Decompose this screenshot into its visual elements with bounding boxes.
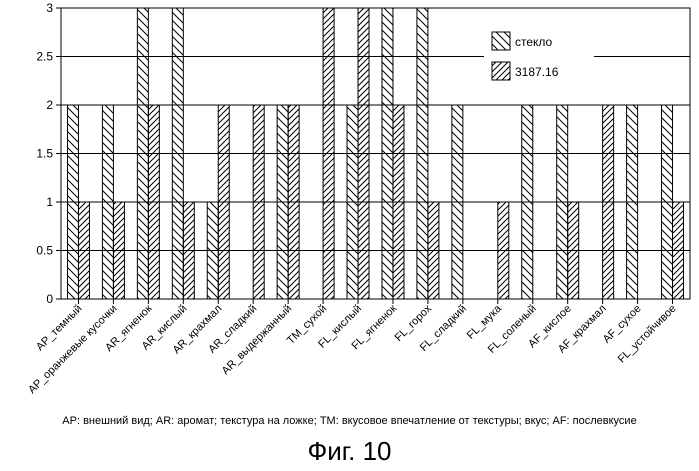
- bar-steklo-6: [277, 105, 288, 299]
- bar-series2-14: [568, 202, 579, 299]
- bar-series2-6: [288, 105, 299, 299]
- bar-series2-9: [393, 105, 404, 299]
- bar-steklo-13: [522, 105, 533, 299]
- bar-series2-3: [183, 202, 194, 299]
- y-tick-label: 2.5: [36, 50, 53, 64]
- bar-series2-10: [428, 202, 439, 299]
- bar-steklo-0: [67, 105, 78, 299]
- bar-series2-12: [498, 202, 509, 299]
- bar-series2-5: [253, 105, 264, 299]
- legend-swatch: [492, 32, 510, 50]
- y-tick-label: 0.5: [36, 244, 53, 258]
- chart-caption: AP: внешний вид; AR: аромат; текстура на…: [0, 415, 699, 427]
- y-tick-label: 3: [46, 1, 53, 15]
- bar-steklo-10: [417, 8, 428, 299]
- bar-steklo-1: [102, 105, 113, 299]
- bar-series2-1: [113, 202, 124, 299]
- bar-series2-2: [148, 105, 159, 299]
- legend-label: стекло: [515, 35, 553, 49]
- legend-label: 3187.16: [515, 65, 559, 79]
- y-tick-label: 1: [46, 195, 53, 209]
- bar-steklo-3: [172, 8, 183, 299]
- bar-steklo-11: [452, 105, 463, 299]
- y-tick-label: 2: [46, 98, 53, 112]
- bar-steklo-8: [347, 105, 358, 299]
- bar-steklo-17: [662, 105, 673, 299]
- bar-steklo-14: [557, 105, 568, 299]
- bar-series2-17: [673, 202, 684, 299]
- bar-series2-0: [78, 202, 89, 299]
- bar-series2-15: [603, 105, 614, 299]
- bar-series2-7: [323, 8, 334, 299]
- bar-chart: 00.511.522.53AP_темныйAP_оранжевые кусоч…: [0, 0, 699, 410]
- bar-steklo-4: [207, 202, 218, 299]
- y-tick-label: 1.5: [36, 147, 53, 161]
- bar-series2-4: [218, 105, 229, 299]
- bar-steklo-16: [627, 105, 638, 299]
- figure-title: Фиг. 10: [0, 436, 699, 467]
- legend-swatch: [492, 62, 510, 80]
- bar-steklo-9: [382, 8, 393, 299]
- y-tick-label: 0: [46, 292, 53, 306]
- x-category-label: AR_выдержанный: [220, 303, 295, 378]
- bar-series2-8: [358, 8, 369, 299]
- bar-steklo-2: [137, 8, 148, 299]
